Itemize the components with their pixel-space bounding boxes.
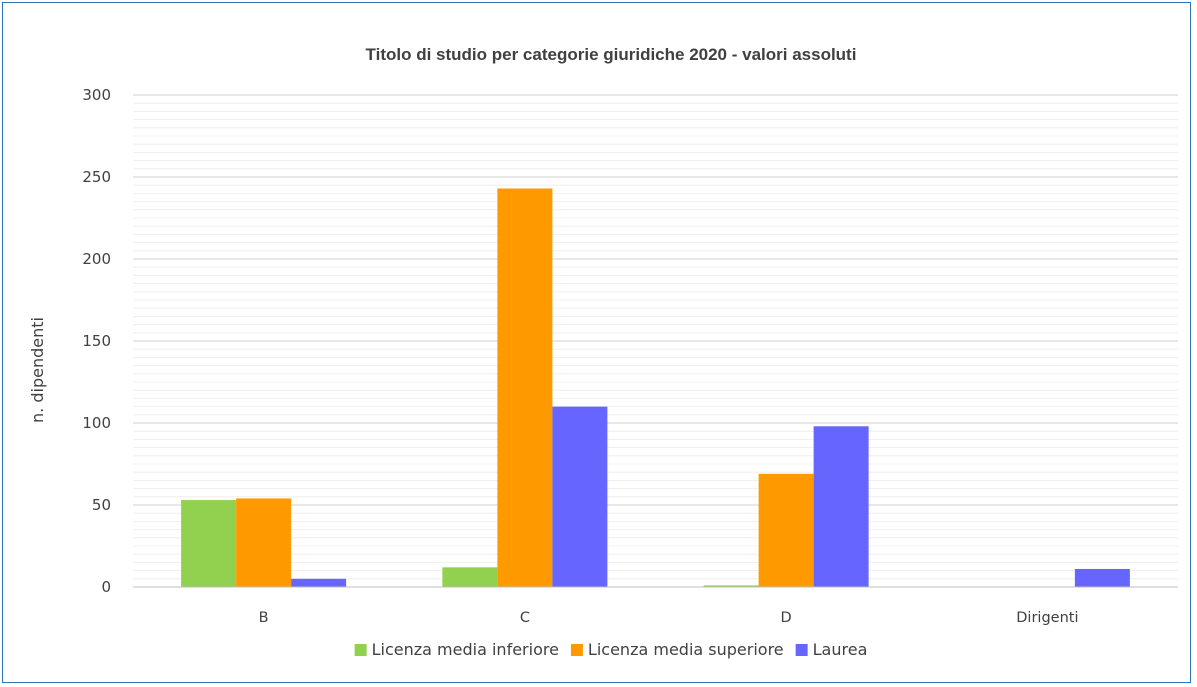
legend-swatch [795, 644, 808, 656]
y-axis-label: n. dipendenti [28, 317, 47, 423]
x-category-label: C [520, 610, 530, 626]
x-category-label: D [781, 610, 792, 626]
chart-canvas: Titolo di studio per categorie giuridich… [28, 45, 1178, 659]
legend-swatch [354, 644, 367, 656]
legend-label: Licenza media superiore [588, 640, 784, 659]
bar-d-series-3 [813, 426, 869, 587]
y-axis-ticks: 0 50 100 150 200 250 300 [82, 86, 111, 596]
legend-label: Laurea [813, 640, 868, 659]
bar-d-series-1 [703, 585, 759, 587]
bar-dirigenti-series-3 [1074, 568, 1130, 587]
y-tick-label: 100 [82, 414, 111, 432]
chart-title: Titolo di studio per categorie giuridich… [366, 45, 857, 64]
bar-d-series-2 [758, 473, 814, 587]
gridlines [133, 94, 1178, 580]
y-tick-label: 300 [82, 86, 111, 104]
y-tick-label: 50 [92, 496, 111, 514]
legend: Licenza media inferiore Licenza media sup… [354, 640, 868, 659]
bar-c-series-2 [497, 188, 553, 588]
x-category-label: B [259, 610, 269, 626]
bar-c-series-1 [442, 567, 498, 587]
y-tick-label: 150 [82, 332, 111, 350]
legend-swatch [570, 644, 583, 656]
bar-b-series-3 [291, 578, 347, 587]
y-tick-label: 0 [101, 578, 111, 596]
bar-c-series-3 [552, 406, 608, 587]
x-axis-categories: B C D Dirigenti [259, 610, 1079, 626]
y-tick-label: 250 [82, 168, 111, 186]
y-tick-label: 200 [82, 250, 111, 268]
bars [181, 188, 1130, 588]
legend-label: Licenza media inferiore [372, 640, 559, 659]
bar-b-series-2 [236, 498, 292, 587]
x-category-label: Dirigenti [1016, 610, 1078, 626]
bar-b-series-1 [181, 500, 237, 587]
